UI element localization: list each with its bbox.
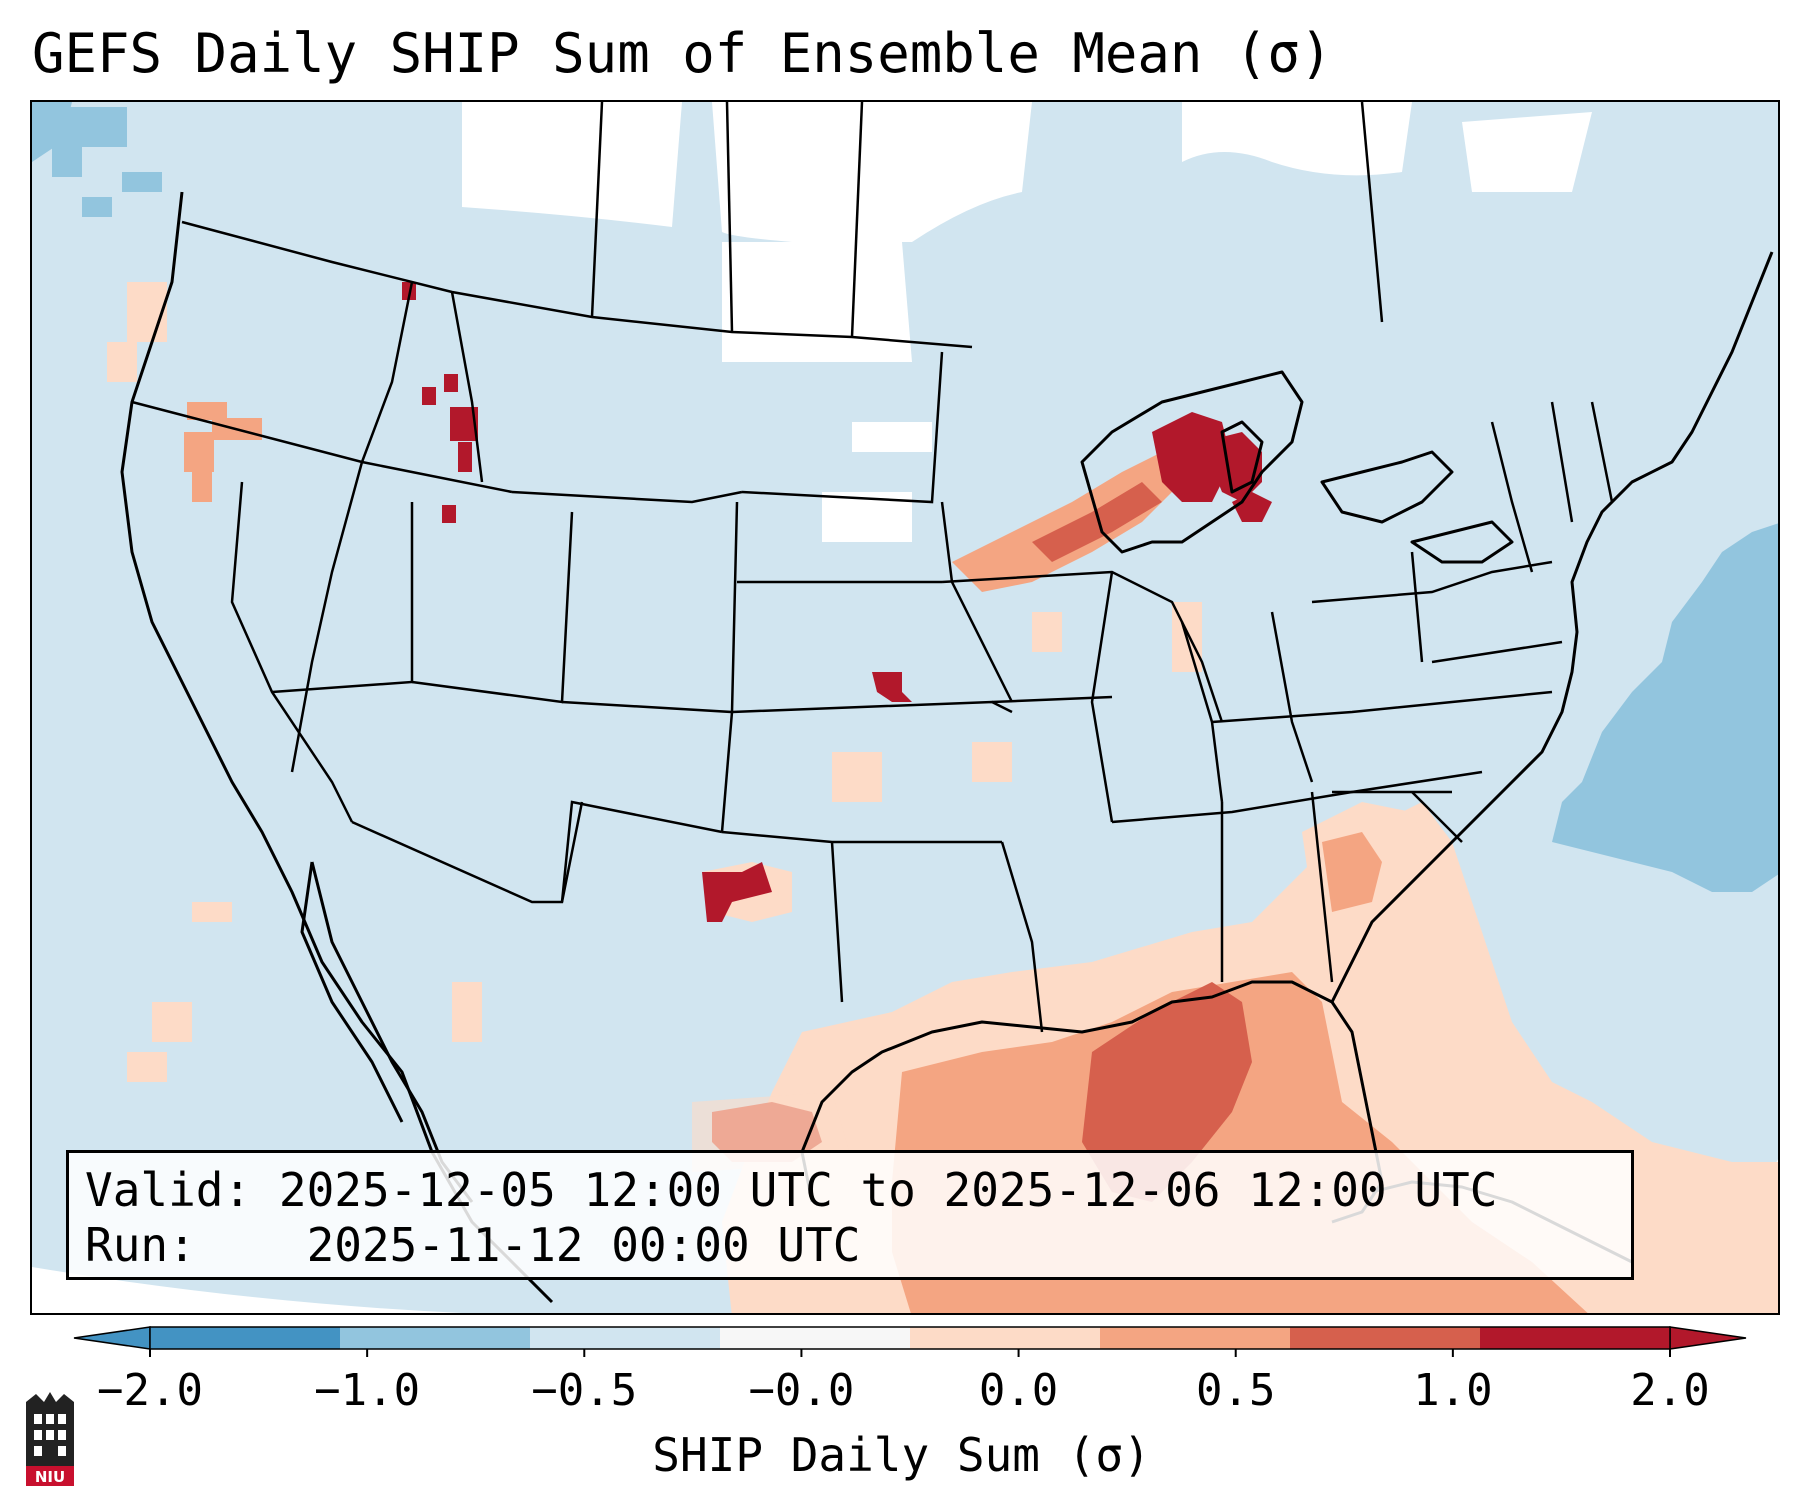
colorbar-tick-label: −0.0	[748, 1365, 855, 1416]
colorbar-tick-label: −0.5	[531, 1365, 638, 1416]
colorbar-extend-high	[1669, 1326, 1747, 1350]
colorbar-tick-label: −2.0	[97, 1365, 203, 1416]
colorbar-tick-label: 1.0	[1413, 1365, 1493, 1416]
state-boundaries	[131, 102, 1614, 1033]
colorbar-label: SHIP Daily Sum (σ)	[652, 1428, 1151, 1482]
colorbar-segment	[1290, 1327, 1481, 1349]
colorbar-segment	[340, 1327, 531, 1349]
colorbar-tick-label: 0.0	[978, 1365, 1059, 1416]
near-zero-areas	[462, 102, 1592, 542]
map-canvas	[32, 102, 1778, 1313]
run-time: 2025-11-12 00:00 UTC	[306, 1218, 861, 1272]
pacific-negative	[37, 107, 162, 217]
colorbar-segment	[530, 1327, 721, 1349]
plains-positive-max	[702, 862, 772, 922]
colorbar-segment	[910, 1327, 1101, 1349]
colorbar-segment	[1480, 1327, 1671, 1349]
svg-text:NIU: NIU	[35, 1468, 65, 1486]
map-title: GEFS Daily SHIP Sum of Ensemble Mean (σ)	[32, 22, 1333, 85]
valid-prefix: Valid:	[85, 1163, 252, 1217]
map-panel	[30, 100, 1780, 1315]
great-lakes-positive-medium	[952, 452, 1182, 592]
colorbar-tick-label: −1.0	[314, 1365, 421, 1416]
pacific-coast-positive-light	[107, 282, 1202, 1082]
valid-time-range: 2025-12-05 12:00 UTC to 2025-12-06 12:00…	[278, 1163, 1498, 1217]
colorbar-tick-label: 0.5	[1195, 1365, 1276, 1416]
idaho-positive-max	[402, 282, 478, 523]
colorbar-segment	[150, 1327, 341, 1349]
valid-run-info-box: Valid: 2025-12-05 12:00 UTC to 2025-12-0…	[66, 1150, 1634, 1280]
atlantic-negative-anomaly	[1552, 523, 1778, 892]
colorbar-segment	[720, 1327, 911, 1349]
colorbar-extend-low	[73, 1326, 151, 1350]
off-projection	[32, 1267, 463, 1313]
colorbar-border	[149, 1326, 1671, 1350]
great-lakes-positive-max	[1152, 412, 1232, 502]
run-prefix: Run:	[85, 1218, 196, 1272]
kansas-positive-max	[872, 672, 912, 702]
southeast-positive-medium	[1322, 832, 1382, 912]
colorbar	[73, 1326, 1747, 1357]
great-lakes-positive-strong	[1032, 482, 1162, 562]
oregon-california-positive	[184, 402, 262, 502]
niu-logo: NIU	[26, 1392, 74, 1486]
colorbar-tick-label: 2.0	[1630, 1365, 1710, 1416]
gulf-positive-strong	[1082, 982, 1252, 1202]
colorbar-segment	[1100, 1327, 1291, 1349]
